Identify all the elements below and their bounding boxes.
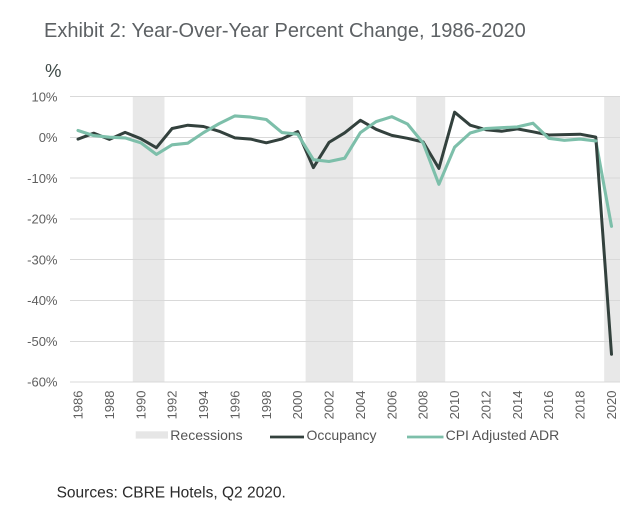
svg-text:1988: 1988: [102, 391, 117, 420]
svg-text:2016: 2016: [541, 391, 556, 420]
svg-text:2004: 2004: [353, 391, 368, 420]
svg-text:0%: 0%: [39, 130, 58, 145]
svg-text:1990: 1990: [133, 391, 148, 420]
svg-text:Occupancy: Occupancy: [307, 427, 377, 443]
svg-text:1996: 1996: [227, 391, 242, 420]
svg-text:-40%: -40%: [27, 293, 58, 308]
svg-text:2006: 2006: [384, 391, 399, 420]
svg-text:-30%: -30%: [27, 252, 58, 267]
svg-text:Exhibit 2: Year-Over-Year Perc: Exhibit 2: Year-Over-Year Percent Change…: [44, 20, 526, 42]
svg-text:2000: 2000: [290, 391, 305, 420]
svg-text:2010: 2010: [447, 391, 462, 420]
svg-text:1994: 1994: [196, 391, 211, 420]
svg-text:2008: 2008: [416, 391, 431, 420]
svg-text:-20%: -20%: [27, 212, 58, 227]
svg-text:2018: 2018: [573, 391, 588, 420]
svg-text:-60%: -60%: [27, 375, 58, 390]
svg-text:CPI Adjusted ADR: CPI Adjusted ADR: [446, 427, 560, 443]
svg-text:2020: 2020: [604, 391, 619, 420]
svg-text:2014: 2014: [510, 391, 525, 420]
svg-text:2002: 2002: [322, 391, 337, 420]
svg-text:1998: 1998: [259, 391, 274, 420]
svg-text:-50%: -50%: [27, 334, 58, 349]
svg-text:10%: 10%: [31, 89, 57, 104]
svg-text:Sources: CBRE Hotels, Q2 2020.: Sources: CBRE Hotels, Q2 2020.: [57, 485, 286, 502]
svg-text:1986: 1986: [71, 391, 86, 420]
svg-text:%: %: [45, 60, 61, 81]
svg-text:1992: 1992: [165, 391, 180, 420]
svg-text:Recessions: Recessions: [170, 427, 242, 443]
svg-text:-10%: -10%: [27, 171, 58, 186]
svg-text:2012: 2012: [478, 391, 493, 420]
